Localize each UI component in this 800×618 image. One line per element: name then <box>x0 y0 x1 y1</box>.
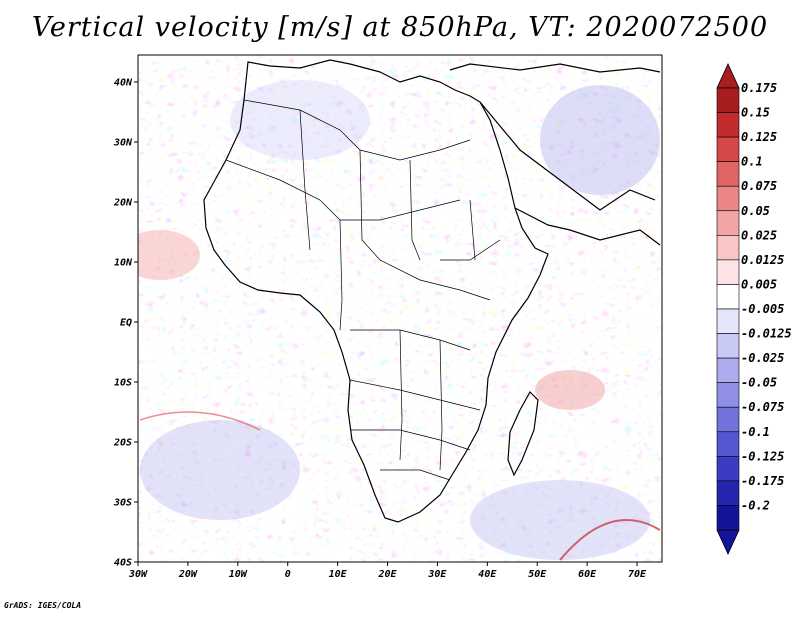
map-title: Vertical velocity [m/s] at 850hPa, VT: 2… <box>31 12 769 43</box>
lat-tick-label: EQ <box>120 318 132 329</box>
lon-tick-label: 30E <box>427 569 447 580</box>
colorbar-label: 0.05 <box>741 204 770 218</box>
colorbar-box <box>716 431 740 457</box>
colorbar-label: 0.075 <box>741 179 777 193</box>
colorbar-label: 0.15 <box>741 106 770 120</box>
lat-tick-label: 30S <box>113 498 132 509</box>
colorbar-box <box>716 161 740 187</box>
velocity-field <box>138 55 662 562</box>
lat-tick-label: 10S <box>114 378 132 389</box>
colorbar-box <box>716 308 740 334</box>
colorbar-box <box>716 185 740 212</box>
lat-tick-label: 30N <box>113 138 133 149</box>
colorbar-box <box>716 235 740 261</box>
lon-tick-label: 0 <box>285 569 291 580</box>
colorbar-label: -0.125 <box>741 449 784 463</box>
colorbar-box <box>716 333 740 359</box>
lon-tick-label: 10W <box>229 569 248 580</box>
lon-tick-label: 10E <box>329 569 348 580</box>
lon-tick-label: 20E <box>377 569 397 580</box>
colorbar-box <box>716 505 740 531</box>
colorbar: 0.175 0.15 0.125 0.1 0.075 0.05 0.025 0.0125 0.0… <box>716 63 792 555</box>
latitude-axis: 40N 30N 20N 10N EQ 10S 20S 30S 40S <box>113 78 138 569</box>
longitude-axis: 30W 20W 10W 0 10E 20E 30E 40E 50E 60E 70E <box>128 562 647 580</box>
lat-tick-label: 20N <box>113 198 133 209</box>
colorbar-label: -0.075 <box>741 400 784 414</box>
colorbar-box <box>716 406 740 433</box>
plot-frame <box>137 54 663 563</box>
colorbar-box <box>716 210 740 236</box>
colorbar-label: 0.025 <box>741 228 777 242</box>
lat-tick-label: 10N <box>114 258 133 269</box>
colorbar-top-arrow <box>716 63 740 89</box>
coastlines <box>203 59 661 523</box>
colorbar-label: 0.125 <box>741 130 777 144</box>
colorbar-box <box>716 357 740 383</box>
colorbar-label: -0.0125 <box>741 327 792 341</box>
colorbar-label: -0.2 <box>741 498 770 512</box>
colorbar-label: -0.05 <box>741 376 777 390</box>
lat-tick-label: 40N <box>114 78 133 89</box>
colorbar-box <box>716 284 740 310</box>
lon-tick-label: 40E <box>478 569 497 580</box>
colorbar-label: 0.0125 <box>741 253 784 267</box>
credit-text: GrADS: IGES/COLA <box>4 601 82 610</box>
colorbar-box <box>716 136 740 162</box>
country-borders <box>225 99 501 481</box>
colorbar-label: -0.175 <box>741 474 784 488</box>
lon-tick-label: 20W <box>178 569 198 580</box>
colorbar-label: 0.175 <box>741 81 777 95</box>
colorbar-label: -0.1 <box>741 425 770 439</box>
lon-tick-label: 60E <box>578 569 597 580</box>
lon-tick-label: 50E <box>528 569 547 580</box>
lat-tick-label: 20S <box>113 438 132 449</box>
colorbar-box <box>716 480 740 506</box>
colorbar-box <box>716 382 740 408</box>
lat-tick-label: 40S <box>114 558 132 569</box>
colorbar-box <box>716 112 740 138</box>
lon-tick-label: 70E <box>628 569 647 580</box>
colorbar-box <box>716 456 740 482</box>
colorbar-label: -0.025 <box>741 351 784 365</box>
colorbar-box <box>716 87 740 113</box>
lon-tick-label: 30W <box>128 569 148 580</box>
colorbar-bottom-arrow <box>716 529 740 555</box>
colorbar-label: 0.1 <box>741 155 763 169</box>
colorbar-label: -0.005 <box>741 302 784 316</box>
colorbar-box <box>716 259 740 285</box>
colorbar-label: 0.005 <box>741 277 777 291</box>
